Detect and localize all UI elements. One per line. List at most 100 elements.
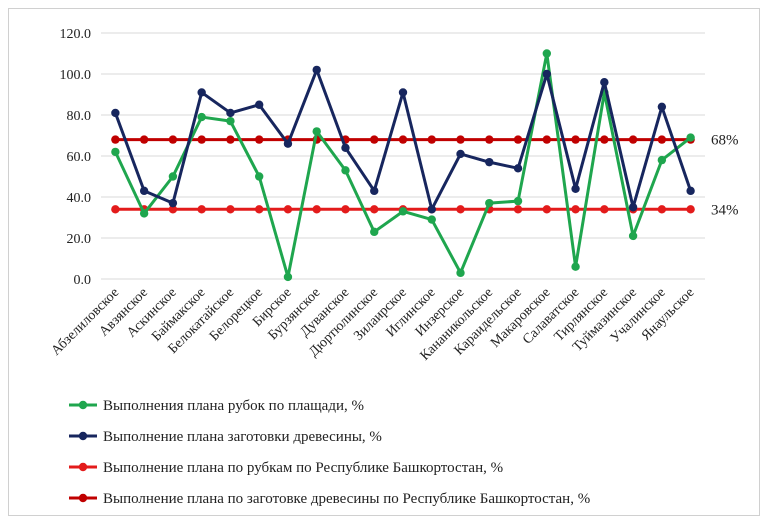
- data-point: [254, 205, 264, 214]
- data-point: [197, 88, 206, 97]
- data-point: [312, 205, 321, 214]
- data-point: [370, 205, 379, 214]
- y-tick-label: 60.0: [67, 150, 92, 165]
- data-point: [542, 49, 552, 58]
- data-point: [657, 102, 667, 112]
- y-tick-label: 0.0: [74, 273, 92, 288]
- data-point: [398, 88, 408, 97]
- legend-label: Выполнения плана рубок по плащади, %: [103, 398, 364, 414]
- data-point: [456, 149, 465, 159]
- data-point: [485, 135, 494, 144]
- y-tick-label: 20.0: [67, 232, 92, 247]
- data-point: [513, 164, 523, 173]
- y-tick-label: 100.0: [60, 68, 92, 83]
- data-point: [657, 205, 667, 214]
- annotation-label: 34%: [711, 202, 739, 218]
- data-point: [456, 268, 465, 278]
- data-point: [628, 203, 638, 212]
- x-axis-category-labels: АбзелиловскоеАвзянскоеАскинскоеБаймакско…: [49, 285, 698, 364]
- data-point: [139, 186, 149, 196]
- annotation-label: 68%: [711, 133, 739, 149]
- data-point: [686, 186, 695, 196]
- data-point: [226, 108, 235, 118]
- gridlines: [101, 32, 705, 280]
- legend-marker: [78, 462, 88, 472]
- data-point: [657, 135, 667, 144]
- legend-item: Выполнения плана рубок по плащади, %: [69, 398, 364, 414]
- data-point: [283, 272, 293, 282]
- data-point: [197, 205, 206, 214]
- data-point: [226, 135, 235, 144]
- data-point: [427, 215, 436, 224]
- data-point: [226, 205, 235, 214]
- legend-marker: [78, 400, 88, 410]
- legend: Выполнения плана рубок по плащади, % Выпо…: [69, 398, 590, 507]
- data-point: [485, 198, 494, 208]
- y-tick-label: 80.0: [67, 109, 92, 124]
- data-point: [197, 135, 206, 144]
- line-chart: 0.0 20.0 40.0 60.0 80.0 100.0 120.0 Абзелиловс…: [49, 27, 739, 507]
- data-point: [139, 135, 149, 144]
- data-point: [168, 205, 178, 214]
- data-point: [283, 205, 293, 214]
- data-point: [542, 69, 552, 79]
- data-point: [283, 139, 293, 148]
- legend-item: Выполнение плана по рубкам по Республике…: [69, 460, 503, 476]
- data-point: [542, 135, 552, 144]
- data-point: [370, 227, 379, 237]
- data-point: [686, 133, 695, 142]
- data-point: [111, 205, 120, 214]
- data-point: [657, 155, 667, 165]
- data-point: [226, 116, 235, 126]
- data-point: [600, 205, 609, 214]
- data-point: [111, 108, 120, 118]
- data-point: [456, 135, 465, 144]
- data-point: [139, 209, 149, 218]
- legend-marker: [78, 431, 88, 441]
- data-point: [571, 205, 580, 214]
- legend-label: Выполнение плана заготовки древесины, %: [103, 429, 382, 445]
- data-point: [485, 157, 494, 167]
- data-point: [571, 135, 580, 144]
- data-point: [197, 112, 206, 122]
- legend-marker: [78, 493, 88, 503]
- data-point: [600, 135, 609, 144]
- data-point: [427, 205, 436, 214]
- y-tick-label: 40.0: [67, 191, 92, 206]
- data-point: [168, 135, 178, 144]
- legend-label: Выполнение плана по заготовке древесины …: [103, 491, 590, 507]
- data-point: [686, 205, 695, 214]
- data-point: [513, 135, 523, 144]
- data-point: [312, 65, 321, 75]
- data-point: [571, 262, 580, 271]
- data-point: [370, 186, 379, 196]
- data-point: [254, 135, 264, 144]
- data-point: [254, 172, 264, 181]
- data-point: [571, 184, 580, 193]
- data-point: [370, 135, 379, 144]
- data-point: [628, 135, 638, 144]
- data-point: [168, 198, 178, 208]
- legend-item: Выполнение плана заготовки древесины, %: [69, 429, 382, 445]
- data-point: [398, 207, 408, 216]
- legend-item: Выполнение плана по заготовке древесины …: [69, 491, 590, 507]
- data-point: [312, 127, 321, 136]
- annotations: 68% 34%: [711, 133, 739, 219]
- data-point: [168, 172, 178, 181]
- data-point: [600, 78, 609, 87]
- data-point: [111, 147, 120, 157]
- data-point: [513, 196, 523, 206]
- data-point: [254, 100, 264, 109]
- data-point: [628, 231, 638, 241]
- data-point: [341, 143, 350, 152]
- chart-frame: 0.0 20.0 40.0 60.0 80.0 100.0 120.0 Абзелиловс…: [8, 8, 760, 516]
- y-tick-label: 120.0: [60, 27, 92, 42]
- data-point: [513, 205, 523, 214]
- data-point: [341, 205, 350, 214]
- data-point: [456, 205, 465, 214]
- data-point: [398, 135, 408, 144]
- data-point: [542, 205, 552, 214]
- data-point: [341, 166, 350, 175]
- data-point: [427, 135, 436, 144]
- reference-lines: [111, 135, 695, 214]
